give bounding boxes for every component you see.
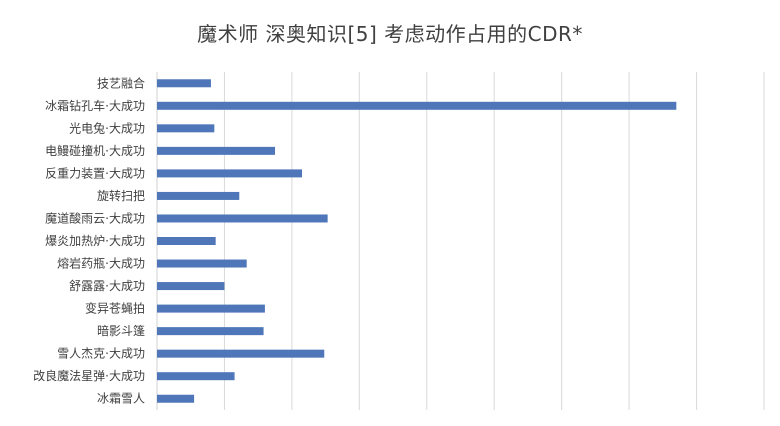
- category-label-8: 熔岩药瓶·大成功: [57, 256, 145, 271]
- category-label-10: 变异苍蝇拍: [85, 301, 145, 316]
- bar-0: [157, 79, 211, 88]
- bar-2: [157, 124, 215, 133]
- category-label-5: 旋转扫把: [97, 188, 145, 203]
- bar-10: [157, 304, 265, 313]
- bar-3: [157, 146, 276, 155]
- grid-layer: [156, 72, 765, 410]
- category-label-2: 光电兔·大成功: [69, 120, 145, 135]
- chart-title: 魔术师 深奥知识[5] 考虑动作占用的CDR*: [197, 22, 583, 46]
- bar-13: [157, 372, 235, 381]
- bar-7: [157, 237, 216, 245]
- bar-1: [157, 101, 677, 110]
- category-label-11: 暗影斗篷: [97, 323, 145, 338]
- category-label-3: 电鳗碰撞机·大成功: [45, 143, 145, 158]
- category-label-14: 冰霜雪人: [97, 392, 145, 406]
- category-label-1: 冰霜钻孔车·大成功: [45, 98, 145, 113]
- bar-4: [157, 169, 303, 178]
- bar-6: [157, 214, 328, 223]
- category-label-4: 反重力装置·大成功: [45, 166, 145, 180]
- category-label-6: 魔道酸雨云·大成功: [45, 210, 145, 225]
- bar-8: [157, 259, 247, 268]
- bar-5: [157, 191, 240, 200]
- bar-14: [157, 394, 195, 403]
- category-label-13: 改良魔法星弹·大成功: [33, 368, 145, 383]
- bar-9: [157, 282, 225, 291]
- category-label-9: 舒露露·大成功: [69, 279, 145, 293]
- category-label-0: 技艺融合: [97, 75, 145, 90]
- bar-12: [157, 349, 325, 358]
- category-label-layer: 技艺融合冰霜钻孔车·大成功光电兔·大成功电鳗碰撞机·大成功反重力装置·大成功旋转…: [33, 75, 145, 405]
- bar-layer: [157, 79, 677, 403]
- category-label-7: 爆炎加热炉·大成功: [45, 234, 145, 248]
- category-label-12: 雪人杰克·大成功: [57, 347, 145, 361]
- bar-11: [157, 327, 264, 336]
